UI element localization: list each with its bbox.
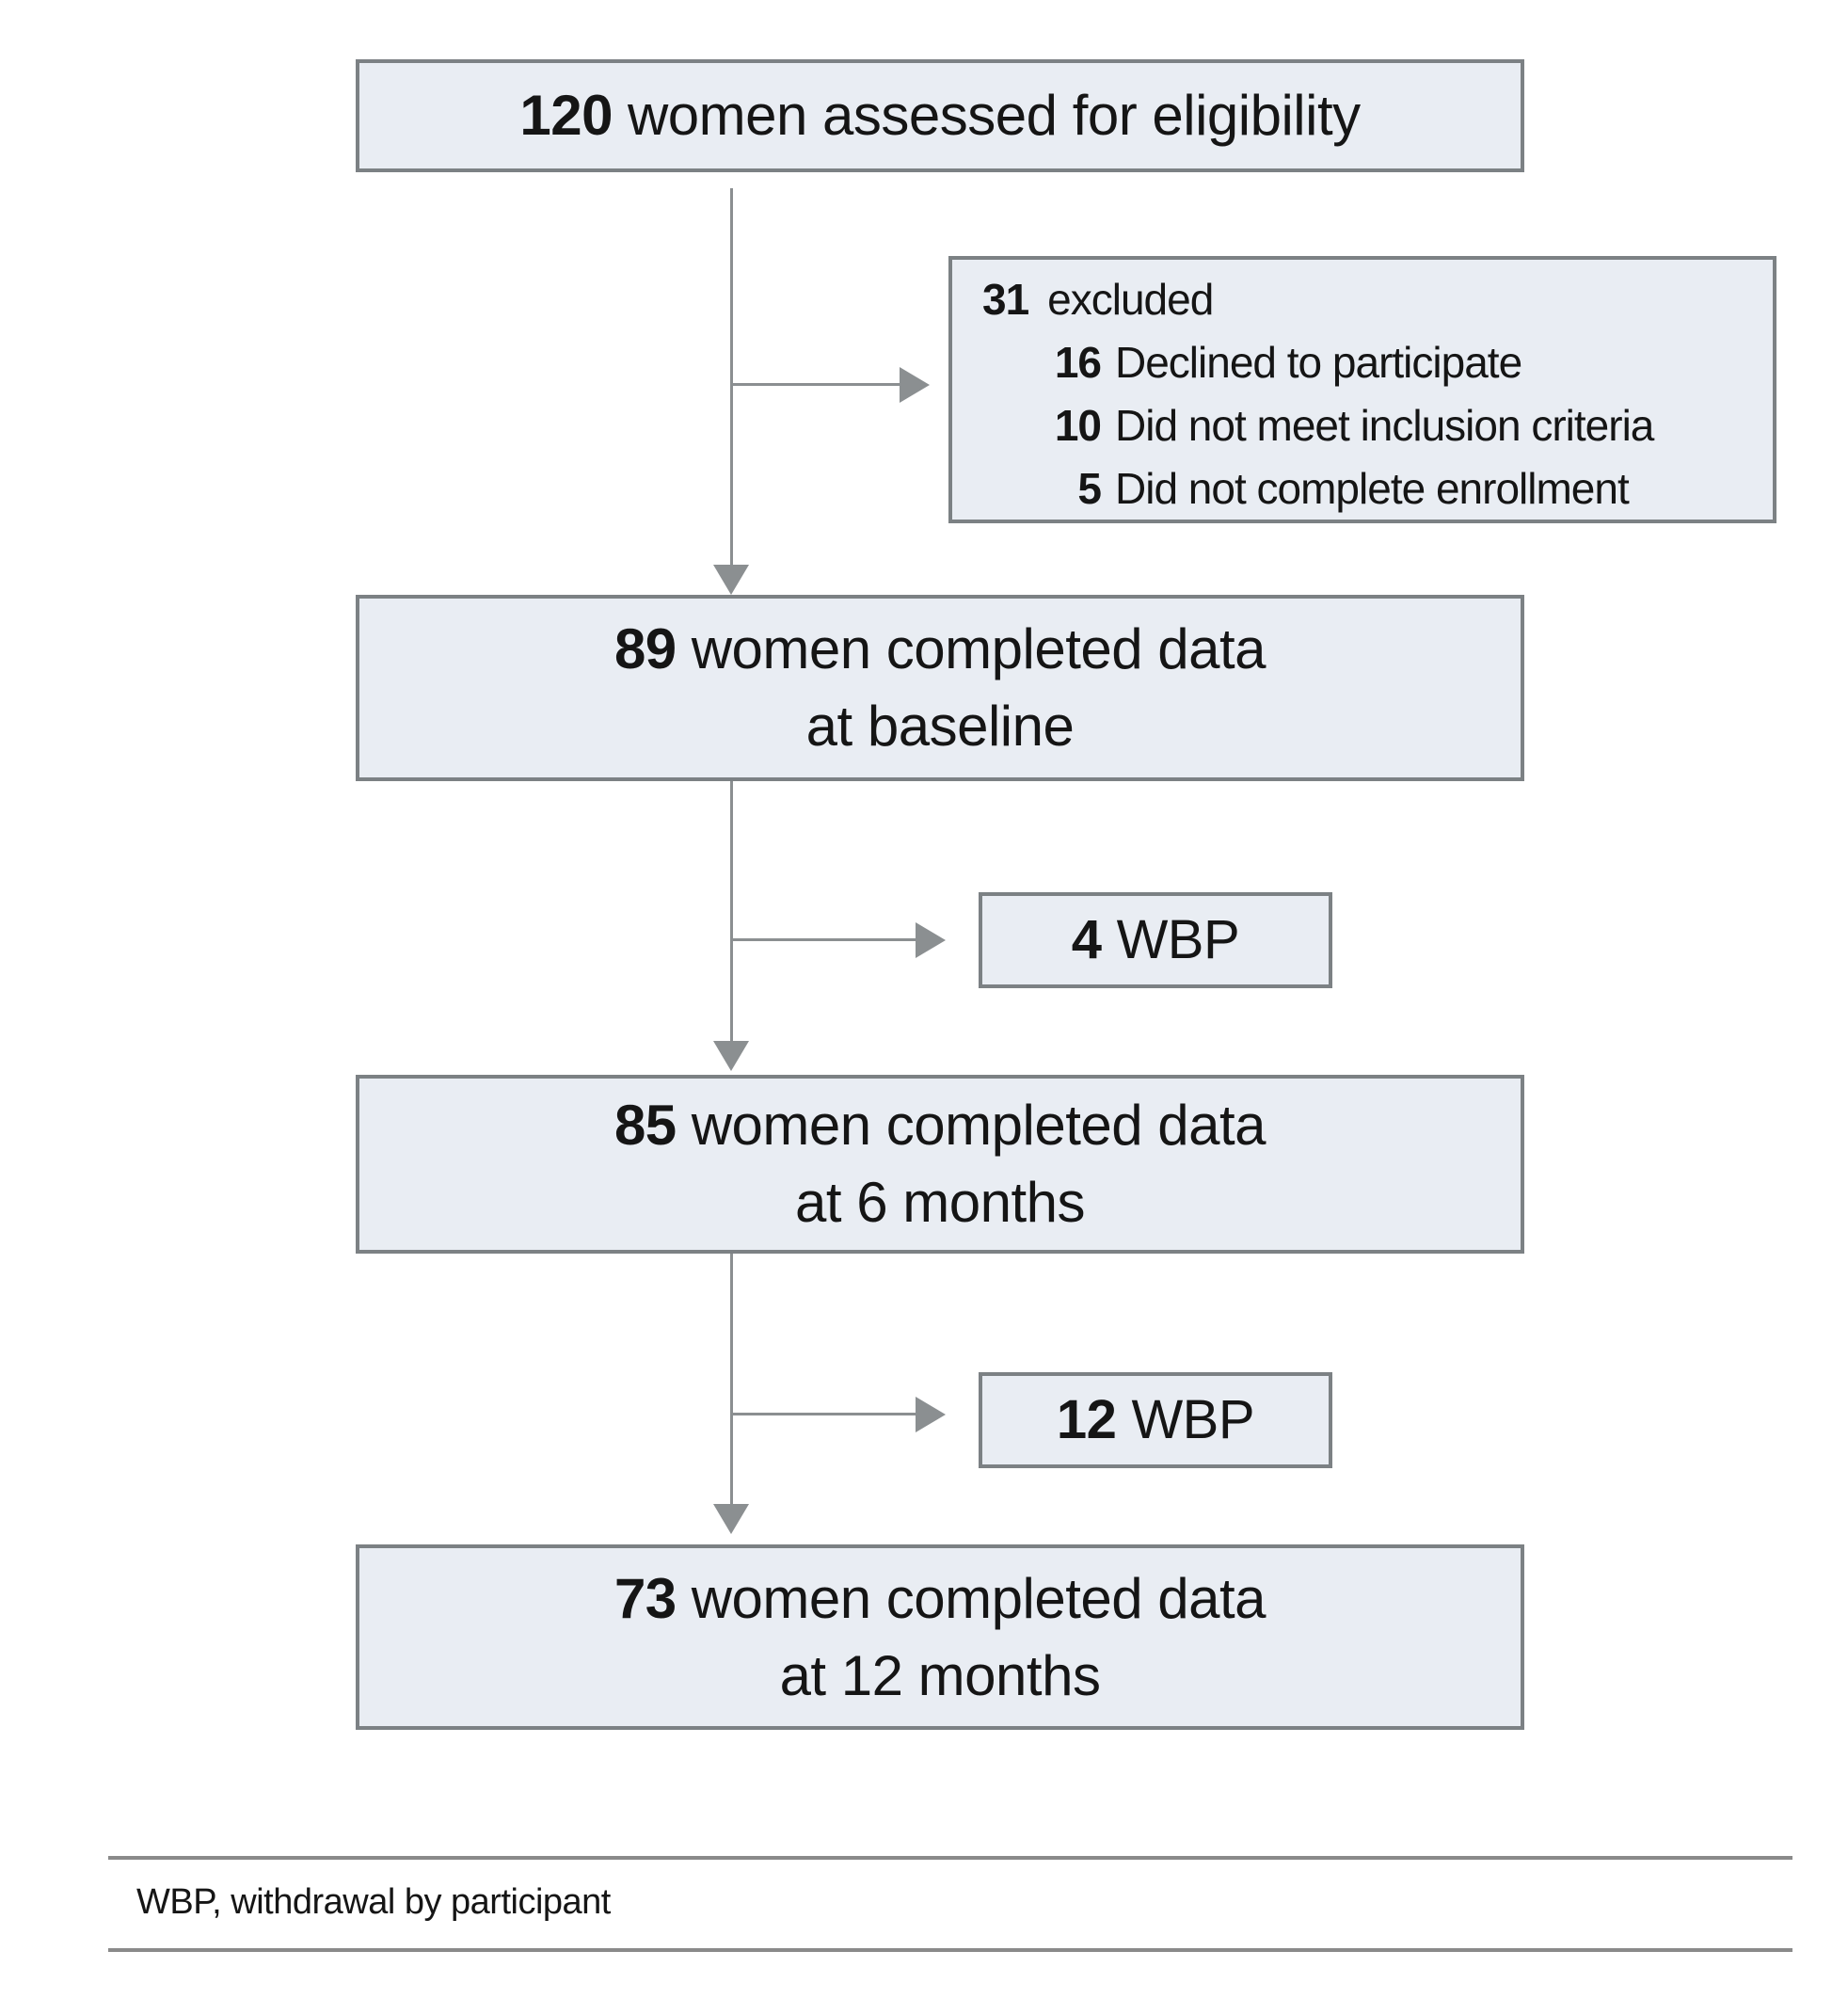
wbp6-text: 4 WBP — [1071, 909, 1240, 970]
baseline-count: 89 — [613, 617, 677, 680]
excluded-item: 16 Declined to participate — [982, 331, 1754, 394]
wbp12-text: 12 WBP — [1056, 1389, 1255, 1450]
months12-text-line1: 73 women completed data — [613, 1566, 1267, 1630]
excluded-box: 31 excluded 16 Declined to participate 10… — [948, 256, 1776, 523]
flow-line-6months-to-12months — [730, 1254, 733, 1504]
excluded-item: 10 Did not meet inclusion criteria — [982, 394, 1754, 457]
months12-box: 73 women completed data at 12 months — [356, 1544, 1524, 1730]
baseline-text-line2: at baseline — [805, 695, 1075, 758]
arrow-right-icon — [916, 1397, 946, 1432]
arrow-down-icon — [713, 565, 749, 595]
wbp12-box: 12 WBP — [979, 1372, 1332, 1468]
months6-count: 85 — [613, 1094, 677, 1157]
excluded-heading: 31 excluded — [982, 275, 1214, 324]
excluded-item-count: 10 — [1054, 401, 1102, 450]
excluded-item-label: Declined to participate — [1115, 338, 1522, 387]
months6-box: 85 women completed data at 6 months — [356, 1075, 1524, 1254]
branch-line-to-wbp12 — [732, 1413, 916, 1415]
wbp6-box: 4 WBP — [979, 892, 1332, 988]
excluded-item: 5 Did not complete enrollment — [982, 457, 1754, 520]
arrow-down-icon — [713, 1041, 749, 1071]
flow-line-eligibility-to-baseline — [730, 188, 733, 565]
months6-text-line2: at 6 months — [794, 1171, 1086, 1234]
excluded-item-count: 5 — [1077, 464, 1102, 513]
baseline-box: 89 women completed data at baseline — [356, 595, 1524, 781]
branch-line-to-wbp6 — [732, 938, 916, 941]
flow-line-baseline-to-6months — [730, 781, 733, 1041]
months12-text-line2: at 12 months — [779, 1643, 1101, 1707]
excluded-count: 31 — [982, 275, 1029, 324]
footnote-rule-top — [108, 1856, 1792, 1860]
footnote-rule-bottom — [108, 1948, 1792, 1952]
baseline-text-line1: 89 women completed data — [613, 617, 1267, 680]
footnote-text: WBP, withdrawal by participant — [136, 1882, 611, 1922]
arrow-right-icon — [916, 922, 946, 958]
wbp12-count: 12 — [1056, 1389, 1117, 1450]
excluded-item-count: 16 — [1054, 338, 1102, 387]
eligibility-box: 120 women assessed for eligibility — [356, 59, 1524, 172]
months12-count: 73 — [613, 1566, 677, 1630]
eligibility-count: 120 — [519, 84, 613, 147]
months6-text-line1: 85 women completed data — [613, 1094, 1267, 1157]
excluded-item-label: Did not complete enrollment — [1115, 464, 1630, 513]
eligibility-text: 120 women assessed for eligibility — [519, 84, 1361, 147]
excluded-item-label: Did not meet inclusion criteria — [1115, 401, 1654, 450]
arrow-down-icon — [713, 1504, 749, 1534]
arrow-right-icon — [900, 367, 930, 403]
wbp6-count: 4 — [1071, 909, 1102, 970]
branch-line-to-excluded — [732, 383, 900, 386]
